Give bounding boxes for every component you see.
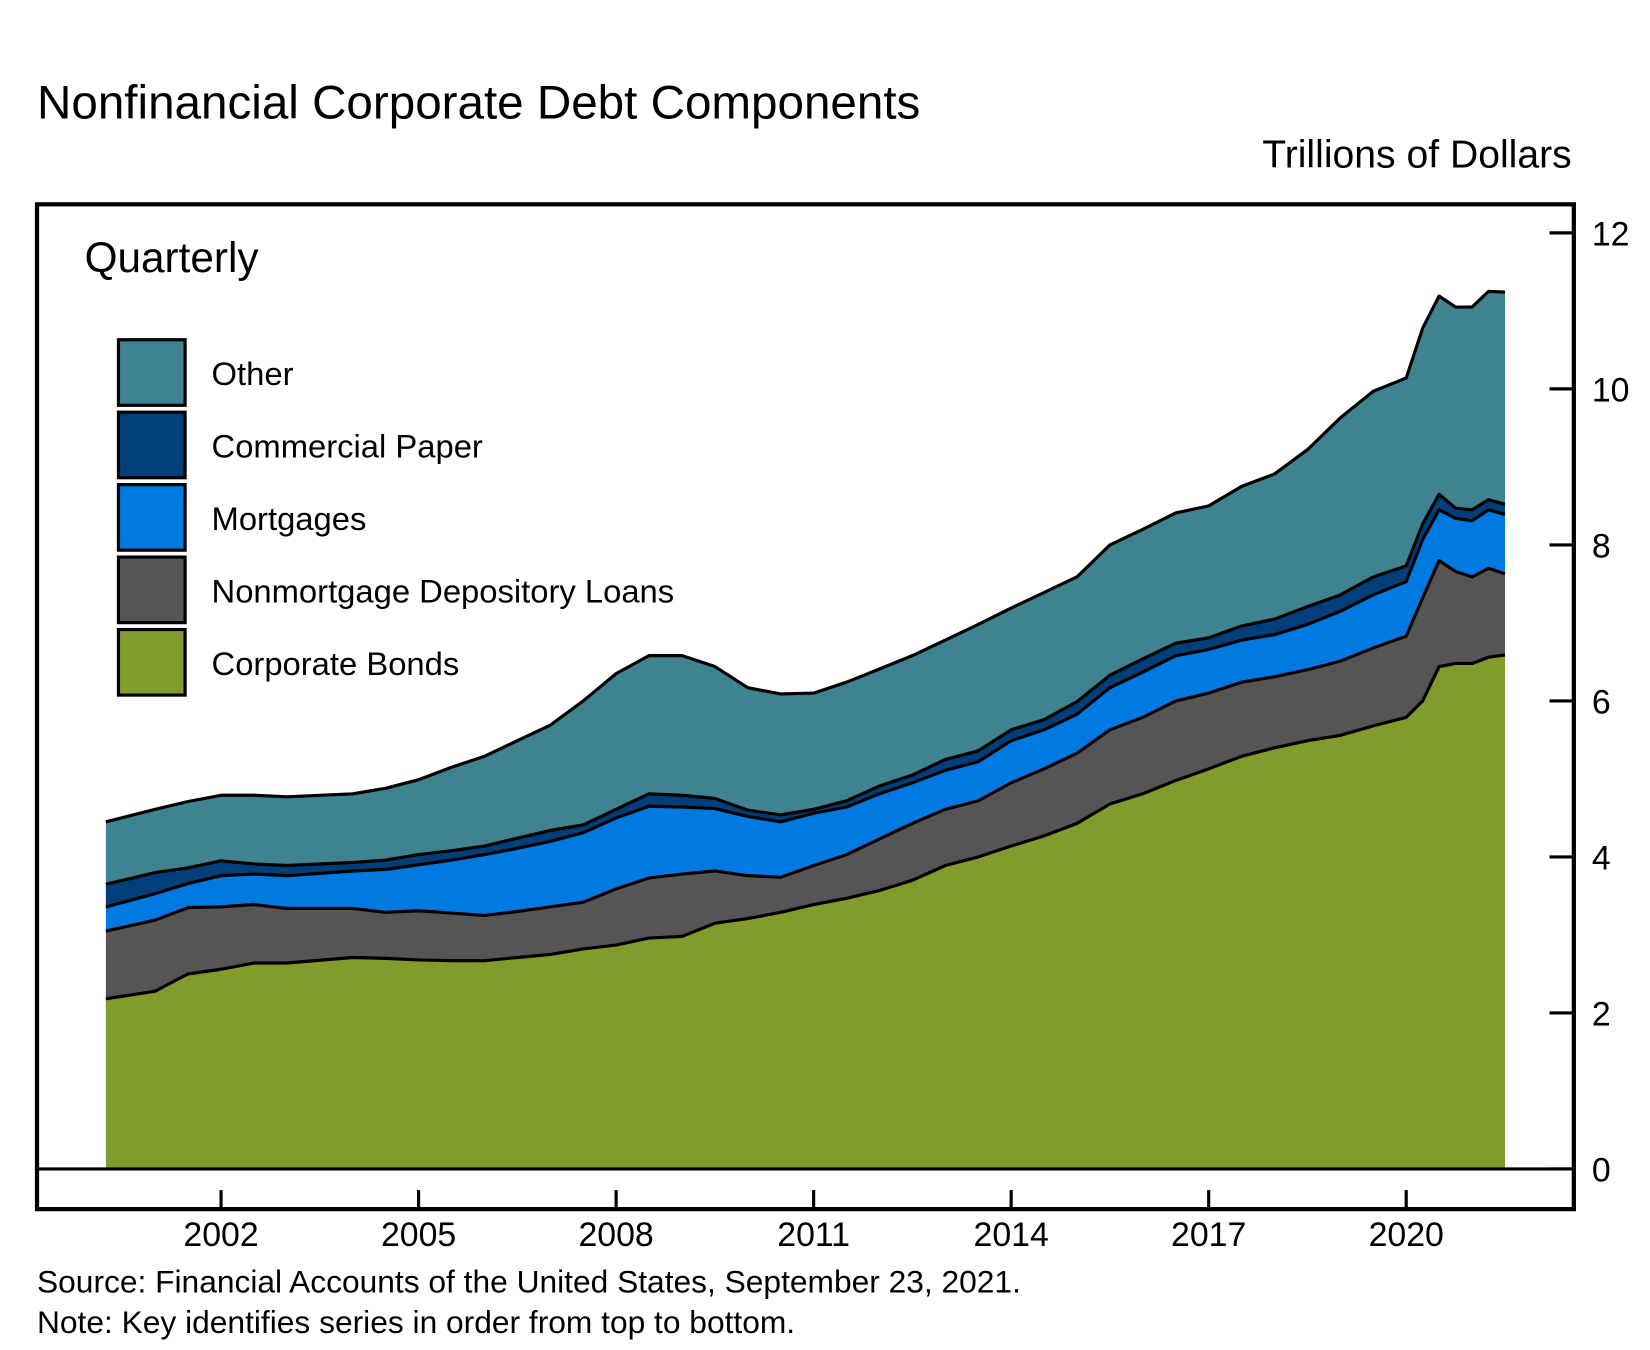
x-tick-label: 2014 — [974, 1216, 1049, 1254]
y-tick-label: 8 — [1592, 528, 1611, 566]
x-tick-label: 2011 — [777, 1216, 850, 1254]
x-tick-label: 2020 — [1369, 1216, 1444, 1254]
y-tick-label: 10 — [1592, 372, 1630, 410]
x-tick-label: 2017 — [1171, 1216, 1246, 1254]
x-tick-label: 2002 — [183, 1216, 258, 1254]
chart-title: Nonfinancial Corporate Debt Components — [37, 77, 920, 130]
frequency-annotation: Quarterly — [85, 234, 260, 281]
legend-label-mortgages: Mortgages — [212, 500, 367, 537]
y-tick-label: 0 — [1592, 1152, 1611, 1190]
plot-frame — [34, 202, 1576, 1212]
area-nonmortgage-depository-loans — [105, 560, 1505, 999]
legend-swatch-mortgages — [116, 483, 187, 552]
area-other — [105, 291, 1505, 885]
y-tick-label: 4 — [1592, 840, 1611, 878]
legend-label-commercial-paper: Commercial Paper — [212, 428, 483, 465]
areas — [105, 289, 1506, 1169]
x-axis: 2002 2005 2008 2011 2014 2017 2020 — [183, 1190, 1444, 1254]
y-tick-label: 6 — [1592, 684, 1611, 722]
y-tick-label: 2 — [1592, 996, 1611, 1034]
y-axis-label: Trillions of Dollars — [1262, 133, 1571, 176]
line-other — [105, 289, 1506, 824]
legend-swatch-commercial-paper — [116, 410, 187, 480]
y-axis: 0 2 4 6 8 10 12 — [1549, 216, 1630, 1190]
area-corporate-bonds — [105, 654, 1505, 1169]
area-mortgages — [105, 509, 1505, 932]
legend: Other Commercial Paper Mortgages Nonmortgag… — [116, 338, 675, 697]
line-nonmortgage-depository-loans — [105, 558, 1506, 933]
x-tick-label: 2008 — [578, 1216, 653, 1254]
legend-swatch-corporate-bonds — [116, 627, 187, 697]
x-tick-label: 2005 — [381, 1216, 456, 1254]
legend-label-other: Other — [212, 355, 294, 392]
y-tick-label: 12 — [1592, 216, 1630, 254]
legend-swatch-nonmortgage-depository-loans — [116, 555, 187, 625]
footnote: Note: Key identifies series in order fro… — [37, 1304, 795, 1340]
legend-label-corporate-bonds: Corporate Bonds — [212, 645, 460, 682]
legend-label-nonmortgage-depository-loans: Nonmortgage Depository Loans — [212, 573, 675, 610]
area-commercial-paper — [105, 494, 1505, 907]
line-corporate-bonds — [105, 653, 1506, 1001]
line-commercial-paper — [105, 492, 1506, 886]
source-note: Source: Financial Accounts of the United… — [37, 1264, 1021, 1300]
line-mortgages — [105, 508, 1506, 909]
legend-swatch-other — [116, 338, 187, 407]
